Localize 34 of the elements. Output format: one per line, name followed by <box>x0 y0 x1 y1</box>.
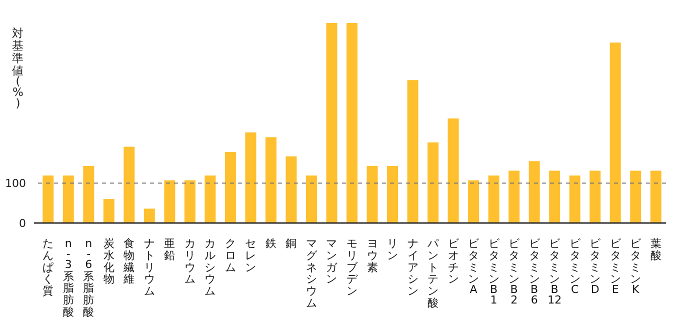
x-tick-label: カルシウム <box>204 237 216 298</box>
x-tick-label: ビタミンK <box>630 237 642 296</box>
y-tick-label: 0 <box>19 217 26 230</box>
x-tick-label: カリウム <box>184 237 196 286</box>
x-tick-label: ビオチン <box>448 237 460 286</box>
x-tick-label: クロム <box>224 237 236 274</box>
x-tick-label: 銅 <box>286 237 297 250</box>
x-tick-label: 鉄 <box>265 237 276 250</box>
x-tick-label: ビタミンA <box>468 237 480 296</box>
x-tick-label: モリブデン <box>346 237 358 298</box>
x-tick-label: ビタミンC <box>569 237 582 296</box>
x-tick-label: マンガン <box>326 237 338 286</box>
x-tick-label: 食物繊維 <box>122 237 135 286</box>
y-axis-title: 対基準値(%) <box>12 26 24 110</box>
y-tick-label: 100 <box>5 177 26 190</box>
x-tick-label: ビタミンE <box>610 237 622 296</box>
x-tick-label: パントテン酸 <box>426 237 440 310</box>
x-tick-label: ビタミンD <box>590 237 602 296</box>
x-tick-label: セレン <box>245 237 256 274</box>
x-tick-label: ナイアシン <box>407 237 418 298</box>
x-tick-label: n-6系脂肪酸 <box>83 237 94 318</box>
x-tick-label: リン <box>387 237 398 262</box>
x-tick-label: 葉酸 <box>650 237 662 262</box>
x-tick-label: ビタミンB6 <box>528 237 541 307</box>
x-tick-label: 亜鉛 <box>164 237 176 262</box>
x-tick-label: n-3系脂肪酸 <box>62 237 74 318</box>
x-tick-label: たんぱく質 <box>42 237 54 298</box>
x-tick-label: ナトリウム <box>144 237 155 298</box>
x-tick-label: ビタミンB12 <box>548 237 562 307</box>
x-tick-label: マグネシウム <box>306 237 318 310</box>
x-tick-label: ビタミンB2 <box>508 237 521 307</box>
x-tick-label: 炭水化物 <box>103 237 114 286</box>
x-tick-label: ヨウ素 <box>366 237 378 274</box>
x-tick-label: ビタミンB1 <box>488 237 500 307</box>
